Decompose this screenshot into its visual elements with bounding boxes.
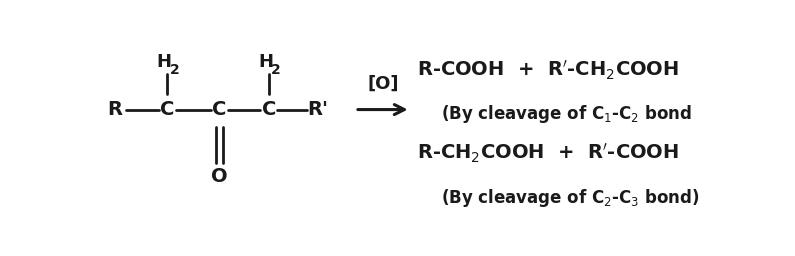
Text: (By cleavage of C$_2$-C$_3$ bond): (By cleavage of C$_2$-C$_3$ bond) [441,187,700,209]
Text: H: H [258,53,273,71]
Text: R': R' [308,100,328,119]
Text: 2: 2 [271,63,281,77]
Text: C: C [212,100,227,119]
Text: 2: 2 [169,63,180,77]
Text: O: O [211,167,228,186]
Text: H: H [157,53,172,71]
Text: C: C [160,100,174,119]
Text: [O]: [O] [367,75,398,93]
Text: R: R [107,100,122,119]
Text: (By cleavage of C$_1$-C$_2$ bond: (By cleavage of C$_1$-C$_2$ bond [441,102,692,124]
Text: C: C [262,100,276,119]
Text: R-CH$_2$COOH  +  R$'$-COOH: R-CH$_2$COOH + R$'$-COOH [417,141,679,165]
Text: R-COOH  +  R$'$-CH$_2$COOH: R-COOH + R$'$-CH$_2$COOH [417,58,679,82]
